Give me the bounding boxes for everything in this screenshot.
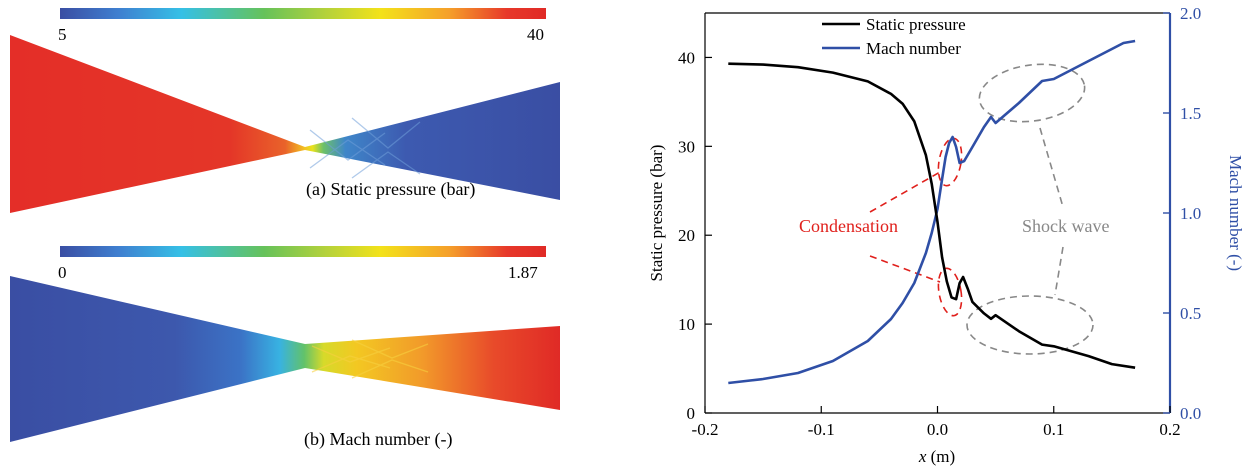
annotation-shock-wave: Shock wave [1022, 216, 1109, 236]
nozzle-contour-mach [10, 276, 560, 442]
x-tick-label: -0.2 [692, 420, 719, 439]
y-left-tick-label: 0 [687, 404, 696, 423]
series-line-mach-number [728, 39, 1136, 385]
condensation-markers [869, 137, 963, 317]
contour-panel-b: 0 1.87 (b) Mach number (-) [10, 246, 560, 450]
y-left-tick-label: 30 [678, 137, 695, 156]
y-left-tick-label: 20 [678, 226, 695, 245]
y-left-tick-label: 40 [678, 48, 695, 67]
y-right-tick-label: 1.0 [1180, 204, 1201, 223]
legend-label-mach-number: Mach number [866, 39, 961, 58]
y-left-tick-label: 10 [678, 315, 695, 334]
chart-ticks: -0.2 -0.1 0.0 0.1 0.2 0 10 20 30 40 0.0 0.5 1.0 1.5 2.… [678, 4, 1201, 439]
x-tick-label: 0.2 [1159, 420, 1180, 439]
series-line-static-pressure [728, 62, 1136, 369]
x-tick-label: 0.1 [1043, 420, 1064, 439]
colorbar-b [60, 246, 546, 257]
y-axis-left-label: Static pressure (bar) [647, 145, 666, 282]
nozzle-contour-pressure [10, 35, 560, 213]
condensation-connector [869, 171, 941, 283]
condensation-ellipse-pressure [937, 267, 963, 317]
legend-label-static-pressure: Static pressure [866, 15, 966, 34]
annotation-condensation: Condensation [799, 216, 898, 236]
y-right-tick-label: 0.0 [1180, 404, 1201, 423]
caption-a: (a) Static pressure (bar) [306, 179, 475, 200]
contour-panel-a: 5 40 (a) Static pressure (bar) [10, 8, 560, 213]
colorbar-a [60, 8, 546, 19]
chart-series [728, 39, 1136, 385]
legend: Static pressure Mach number [822, 15, 966, 58]
shock-ellipse-mach [978, 63, 1086, 123]
colorbar-b-min-label: 0 [58, 263, 67, 282]
shock-ellipse-pressure [966, 295, 1094, 355]
colorbar-b-max-label: 1.87 [508, 263, 538, 282]
colorbar-a-min-label: 5 [58, 25, 67, 44]
shock-pattern-a [309, 117, 421, 179]
y-axis-right-label: Mach number (-) [1226, 155, 1243, 271]
x-axis-label: x (m) [918, 447, 955, 466]
shock-connector [1039, 127, 1064, 296]
y-right-tick-label: 1.5 [1180, 104, 1201, 123]
y-right-tick-label: 2.0 [1180, 4, 1201, 23]
x-tick-label: 0.0 [927, 420, 948, 439]
line-chart: -0.2 -0.1 0.0 0.1 0.2 0 10 20 30 40 0.0 0.5 1.0 1.5 2.… [647, 4, 1243, 466]
y-right-tick-label: 0.5 [1180, 304, 1201, 323]
x-tick-label: -0.1 [808, 420, 835, 439]
colorbar-a-max-label: 40 [527, 25, 544, 44]
shock-markers [966, 63, 1094, 355]
shock-pattern-b [311, 339, 429, 379]
caption-b: (b) Mach number (-) [304, 429, 452, 450]
